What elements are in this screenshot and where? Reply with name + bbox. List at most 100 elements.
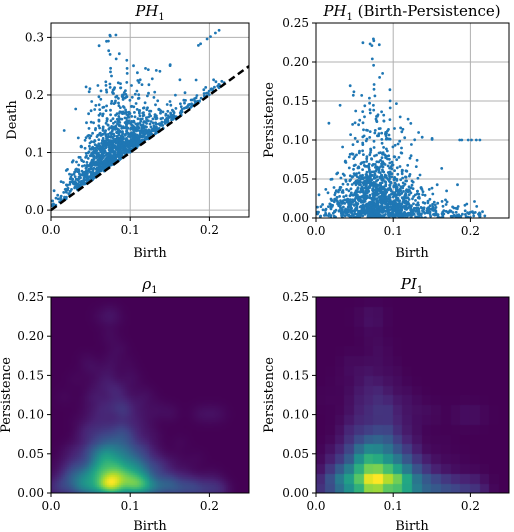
data-point bbox=[357, 215, 361, 218]
data-point bbox=[64, 190, 68, 194]
diagonal-line bbox=[51, 65, 249, 212]
data-point bbox=[75, 160, 78, 164]
data-point bbox=[375, 205, 379, 209]
data-point bbox=[120, 117, 124, 121]
data-point bbox=[391, 145, 395, 149]
data-point bbox=[361, 121, 365, 125]
data-point bbox=[321, 203, 324, 206]
data-point bbox=[372, 87, 376, 91]
data-point bbox=[112, 125, 116, 129]
data-point bbox=[150, 129, 153, 133]
data-point bbox=[392, 192, 395, 196]
y-tick-label: 0.00 bbox=[282, 486, 309, 500]
data-point bbox=[67, 192, 71, 196]
data-point bbox=[131, 124, 135, 128]
data-point bbox=[329, 214, 333, 217]
data-point bbox=[135, 89, 139, 93]
data-point bbox=[395, 207, 399, 211]
y-axis-label: Death bbox=[5, 100, 20, 140]
data-point bbox=[380, 131, 384, 135]
data-point bbox=[369, 204, 373, 207]
data-point bbox=[364, 173, 368, 176]
data-point bbox=[343, 209, 347, 212]
data-point bbox=[377, 43, 381, 47]
data-point bbox=[420, 135, 424, 139]
data-point bbox=[120, 146, 124, 150]
data-point bbox=[142, 134, 146, 138]
data-point bbox=[65, 184, 69, 187]
data-point bbox=[111, 159, 114, 162]
data-point bbox=[102, 105, 106, 109]
data-point bbox=[169, 113, 173, 116]
data-point bbox=[104, 121, 108, 125]
data-point bbox=[97, 157, 101, 161]
data-point bbox=[120, 136, 124, 139]
data-point bbox=[99, 89, 103, 93]
data-point bbox=[374, 210, 378, 213]
data-point bbox=[428, 212, 432, 216]
data-point bbox=[357, 171, 361, 175]
data-point bbox=[149, 109, 153, 113]
data-point bbox=[403, 212, 407, 216]
data-point bbox=[179, 110, 183, 113]
data-point bbox=[119, 149, 123, 153]
data-point bbox=[388, 166, 391, 170]
data-point bbox=[217, 28, 221, 32]
data-point bbox=[85, 161, 89, 164]
data-point bbox=[109, 70, 112, 74]
data-point bbox=[478, 138, 482, 142]
data-point bbox=[414, 215, 417, 218]
data-point bbox=[420, 206, 424, 210]
x-tick-label: 0.2 bbox=[461, 499, 480, 513]
data-point bbox=[100, 139, 104, 143]
data-point bbox=[138, 78, 142, 82]
data-point bbox=[76, 182, 80, 186]
data-point bbox=[149, 120, 153, 123]
data-point bbox=[324, 211, 327, 215]
data-point bbox=[70, 160, 74, 164]
data-point bbox=[373, 194, 376, 198]
data-point bbox=[199, 42, 203, 46]
x-tick-label: 0.2 bbox=[200, 223, 219, 237]
data-point bbox=[401, 127, 405, 131]
data-point bbox=[68, 177, 72, 181]
data-point bbox=[78, 172, 81, 176]
y-tick-label: 0.25 bbox=[282, 16, 309, 30]
data-point bbox=[128, 98, 132, 102]
data-point bbox=[111, 117, 115, 120]
data-point bbox=[357, 176, 361, 180]
x-tick-label: 0.0 bbox=[306, 224, 325, 238]
data-point bbox=[117, 101, 120, 105]
data-point bbox=[335, 196, 339, 199]
data-point bbox=[417, 131, 420, 134]
data-point bbox=[461, 212, 464, 216]
data-point bbox=[395, 177, 399, 181]
data-point bbox=[365, 188, 369, 192]
data-point bbox=[470, 138, 473, 142]
data-point bbox=[403, 201, 407, 205]
scatter-points bbox=[316, 37, 487, 218]
data-point bbox=[136, 124, 139, 128]
data-point bbox=[411, 187, 415, 191]
data-point bbox=[396, 197, 400, 200]
data-point bbox=[132, 128, 136, 132]
data-point bbox=[138, 121, 142, 125]
data-point bbox=[382, 146, 385, 149]
data-point bbox=[365, 170, 369, 174]
data-point bbox=[334, 215, 337, 218]
data-point bbox=[108, 34, 112, 38]
data-point bbox=[373, 203, 377, 206]
data-point bbox=[105, 90, 109, 94]
data-point bbox=[371, 174, 374, 177]
data-point bbox=[139, 117, 142, 121]
data-point bbox=[456, 207, 459, 211]
y-tick-label: 0.10 bbox=[17, 408, 44, 422]
panel-pi1: 0.0 0.1 0.2 0.00 0.05 0.10 0.15 0.20 0.25 PI1 Bi… bbox=[262, 275, 510, 532]
data-point bbox=[358, 179, 361, 183]
data-point bbox=[74, 107, 78, 111]
data-point bbox=[129, 133, 132, 137]
data-point bbox=[330, 199, 333, 202]
data-point bbox=[358, 118, 362, 122]
data-point bbox=[413, 138, 417, 142]
ticks: 0.0 0.1 0.2 0.00 0.05 0.10 0.15 0.20 0.25 bbox=[17, 290, 219, 513]
